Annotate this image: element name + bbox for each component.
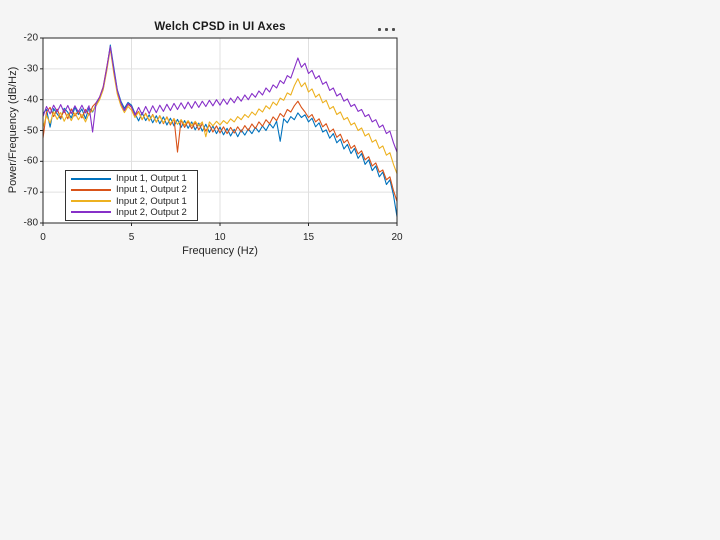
y-tick-label: -30 xyxy=(23,63,38,75)
y-tick-label: -60 xyxy=(23,155,38,167)
legend-label: Input 2, Output 1 xyxy=(116,195,187,207)
legend-line-sample xyxy=(71,188,111,191)
x-axis-label: Frequency (Hz) xyxy=(182,245,258,257)
legend-label: Input 1, Output 2 xyxy=(116,184,187,196)
series-line-3 xyxy=(42,46,398,153)
ellipsis-icon xyxy=(384,27,388,31)
ellipsis-icon xyxy=(391,27,395,31)
cpsd-chart xyxy=(40,37,398,226)
legend-line-sample xyxy=(71,211,111,214)
legend-line-sample xyxy=(71,200,111,203)
legend-item[interactable]: Input 1, Output 2 xyxy=(71,184,193,195)
legend-label: Input 2, Output 2 xyxy=(116,206,187,218)
x-tick-label: 0 xyxy=(40,232,46,243)
legend-item[interactable]: Input 2, Output 1 xyxy=(71,196,193,207)
x-tick-label: 10 xyxy=(214,232,226,243)
legend[interactable]: Input 1, Output 1 Input 1, Output 2 Input … xyxy=(65,170,198,221)
x-tick-label: 20 xyxy=(391,232,403,243)
y-tick-label: -50 xyxy=(23,125,38,136)
y-tick-label: -70 xyxy=(23,186,38,198)
chart-title: Welch CPSD in UI Axes xyxy=(154,21,286,33)
x-tick-label: 5 xyxy=(128,232,135,243)
y-tick-label: -40 xyxy=(23,94,38,106)
legend-item[interactable]: Input 2, Output 2 xyxy=(71,207,193,218)
series-line-2 xyxy=(42,48,398,175)
legend-label: Input 1, Output 1 xyxy=(116,173,187,185)
ellipsis-icon xyxy=(377,27,381,31)
x-tick-label: 15 xyxy=(302,232,315,243)
axes-toolbar-overflow-button[interactable] xyxy=(372,23,400,35)
plot-area[interactable] xyxy=(35,30,405,232)
y-tick-label: -80 xyxy=(23,217,38,229)
legend-line-sample xyxy=(71,177,111,180)
y-tick-label: -20 xyxy=(23,32,38,44)
legend-item[interactable]: Input 1, Output 1 xyxy=(71,173,193,184)
